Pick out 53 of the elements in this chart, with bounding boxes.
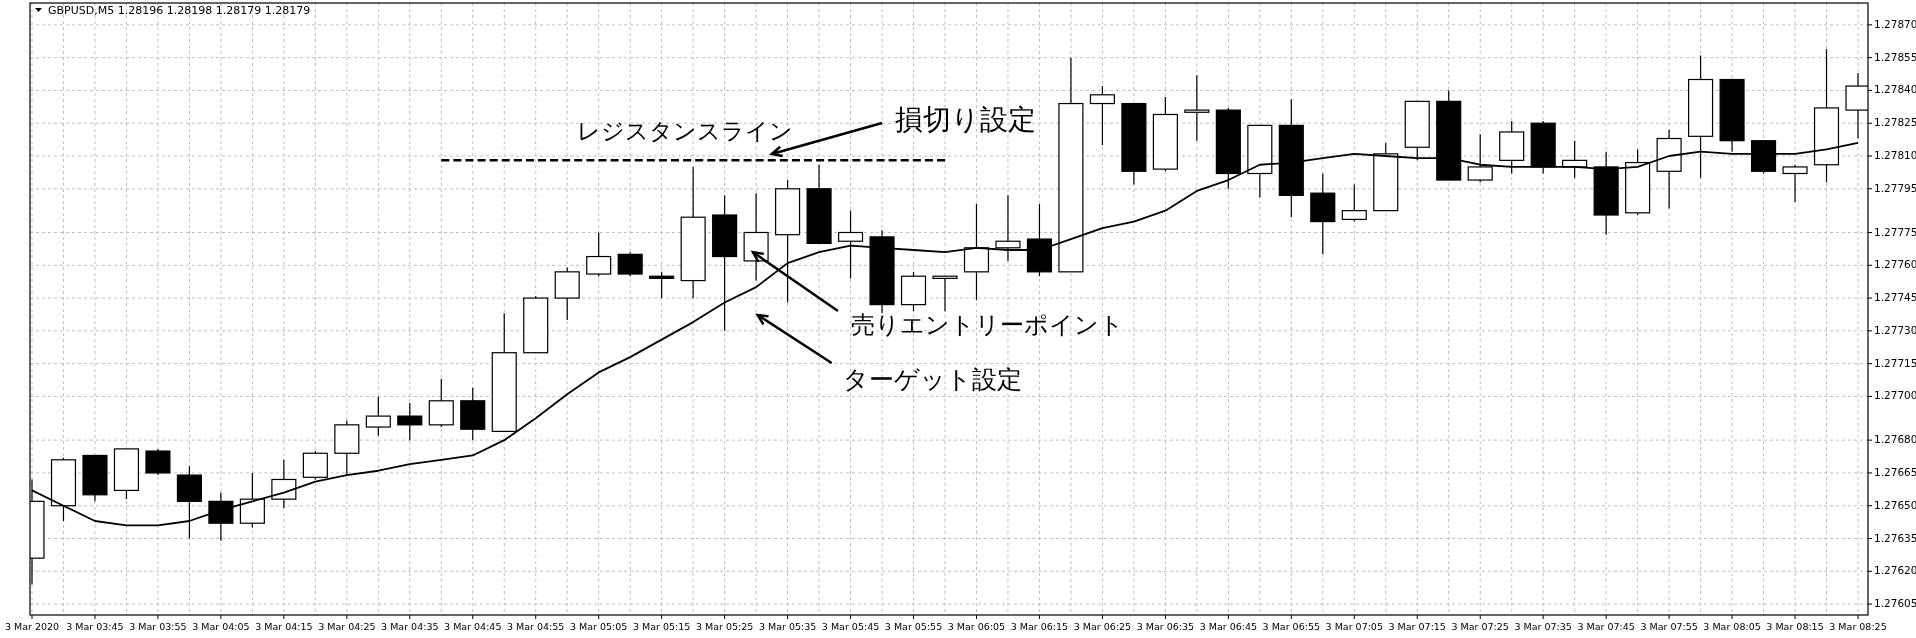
x-tick-label: 3 Mar 2020 (4, 621, 60, 632)
y-tick-label: 1.27855 (1874, 50, 1916, 63)
x-tick-label: 3 Mar 04:25 (318, 621, 376, 632)
y-tick-label: 1.27680 (1874, 433, 1916, 446)
x-tick-label: 3 Mar 04:05 (192, 621, 250, 632)
x-tick-label: 3 Mar 08:25 (1829, 621, 1887, 632)
x-tick-label: 3 Mar 04:45 (444, 621, 502, 632)
chart-title: GBPUSD,M5 1.28196 1.28198 1.28179 1.28179 (48, 4, 311, 17)
x-tick-label: 3 Mar 07:55 (1640, 621, 1698, 632)
x-tick-label: 3 Mar 06:45 (1199, 621, 1258, 632)
x-tick-label: 3 Mar 06:15 (1010, 621, 1069, 632)
x-tick-label: 3 Mar 05:45 (821, 621, 880, 632)
y-tick-label: 1.27775 (1874, 225, 1916, 238)
x-tick-label: 3 Mar 07:15 (1388, 621, 1446, 632)
x-tick-label: 3 Mar 05:15 (632, 621, 691, 632)
x-tick-label: 3 Mar 04:55 (507, 621, 565, 632)
x-tick-label: 3 Mar 04:35 (381, 621, 439, 632)
annotation: ターゲット設定 (842, 365, 1022, 394)
y-tick-label: 1.27715 (1874, 356, 1916, 369)
x-tick-label: 3 Mar 08:15 (1766, 621, 1824, 632)
y-tick-label: 1.27650 (1874, 498, 1916, 511)
y-tick-label: 1.27700 (1874, 389, 1916, 402)
x-tick-label: 3 Mar 05:55 (884, 621, 943, 632)
x-tick-label: 3 Mar 05:35 (758, 621, 817, 632)
x-tick-label: 3 Mar 06:05 (947, 621, 1006, 632)
annotation: 売りエントリーポイント (850, 310, 1124, 339)
x-tick-label: 3 Mar 06:25 (1073, 621, 1132, 632)
y-tick-label: 1.27760 (1874, 258, 1916, 271)
x-tick-label: 3 Mar 07:45 (1577, 621, 1635, 632)
x-tick-label: 3 Mar 03:45 (66, 621, 124, 632)
x-tick-label: 3 Mar 06:35 (1136, 621, 1195, 632)
y-tick-label: 1.27825 (1874, 116, 1916, 129)
x-tick-label: 3 Mar 07:35 (1514, 621, 1572, 632)
x-tick-label: 3 Mar 04:15 (255, 621, 313, 632)
x-tick-label: 3 Mar 07:05 (1325, 621, 1383, 632)
annotation: 損切り設定 (894, 103, 1036, 136)
x-tick-label: 3 Mar 05:25 (695, 621, 754, 632)
x-tick-label: 3 Mar 05:05 (569, 621, 628, 632)
y-tick-label: 1.27840 (1874, 83, 1916, 96)
y-tick-label: 1.27730 (1874, 323, 1916, 336)
annotation: レジスタンスライン (576, 117, 793, 144)
y-tick-label: 1.27605 (1874, 597, 1916, 610)
y-tick-label: 1.27810 (1874, 149, 1916, 161)
x-tick-label: 3 Mar 03:55 (129, 621, 187, 632)
x-tick-label: 3 Mar 06:55 (1262, 621, 1321, 632)
y-tick-label: 1.27745 (1874, 291, 1916, 304)
y-tick-label: 1.27665 (1874, 465, 1916, 478)
y-tick-label: 1.27620 (1874, 564, 1916, 577)
x-tick-label: 3 Mar 08:05 (1703, 621, 1761, 632)
y-tick-label: 1.27870 (1874, 17, 1916, 30)
y-tick-label: 1.27795 (1874, 181, 1916, 194)
y-tick-label: 1.27635 (1874, 531, 1916, 544)
x-tick-label: 3 Mar 07:25 (1451, 621, 1509, 632)
